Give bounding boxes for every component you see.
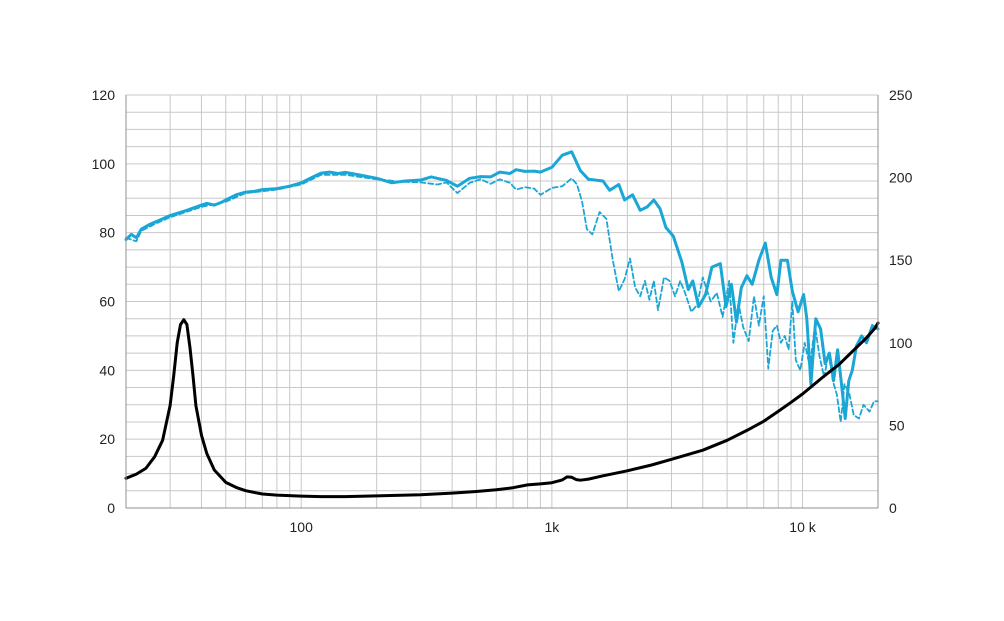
x-axis-tick-label: 1k (544, 519, 560, 535)
y2-axis-tick-label: 100 (889, 335, 913, 351)
plot-frame (125, 95, 879, 509)
x-axis-tick-label: 10 k (789, 519, 816, 535)
tick-labels: 0 20 40 60 80 100 120 0 50 100 150 200 250 100 1k 10 k (92, 87, 913, 535)
y-axis-tick-label: 40 (99, 362, 115, 378)
y2-axis-tick-label: 250 (889, 87, 913, 103)
y-axis-tick-label: 60 (99, 294, 115, 310)
y-axis-tick-label: 100 (92, 156, 116, 172)
spl-dashed-curve (125, 173, 879, 423)
y2-axis-tick-label: 200 (889, 170, 913, 186)
impedance-curve (124, 318, 880, 499)
y2-axis-tick-label: 0 (889, 500, 897, 516)
grid-lines (125, 94, 879, 509)
y2-axis-tick-label: 50 (889, 417, 905, 433)
x-axis-tick-label: 100 (290, 519, 314, 535)
y-axis-tick-label: 80 (99, 225, 115, 241)
spl-solid-curve (124, 150, 880, 420)
y-axis-tick-label: 20 (99, 431, 115, 447)
y-axis-tick-label: 0 (107, 500, 115, 516)
y2-axis-tick-label: 150 (889, 252, 913, 268)
y-axis-tick-label: 120 (92, 87, 116, 103)
data-series (124, 150, 880, 499)
